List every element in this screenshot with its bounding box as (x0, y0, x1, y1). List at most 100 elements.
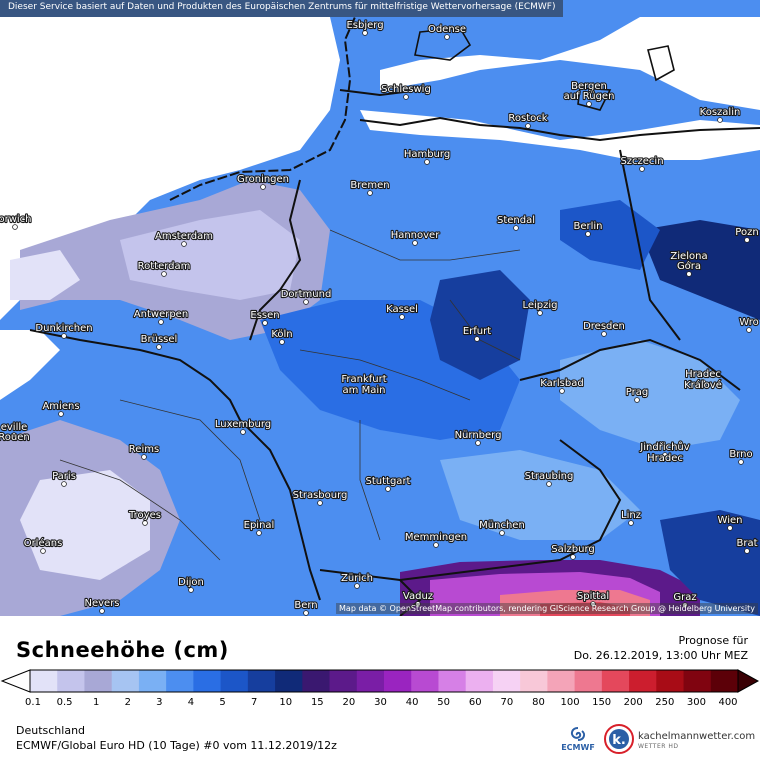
city-label: Epinal (244, 520, 275, 531)
model-run-label: ECMWF/Global Euro HD (10 Tage) #0 vom 11… (16, 739, 337, 752)
scale-swatch (166, 670, 194, 692)
city-label: Zielona (670, 251, 707, 262)
city-marker (686, 261, 692, 267)
city-marker (586, 91, 592, 97)
city-label: Reims (129, 444, 159, 455)
city-marker (256, 530, 262, 536)
czech-light-zone (560, 340, 740, 450)
city-marker (746, 327, 752, 333)
scale-tick-label: 2 (124, 697, 131, 708)
scale-tick-label: 1 (92, 697, 100, 708)
city-marker (546, 481, 552, 487)
city-label: Strasbourg (293, 490, 348, 501)
city-label: Graz (673, 592, 696, 603)
city-label: Dijon (178, 577, 204, 588)
city-label: Bern (294, 600, 317, 611)
city-label: Essen (250, 310, 279, 321)
city-label: am Main (343, 385, 386, 396)
city-marker (634, 397, 640, 403)
city-label: Králové (684, 379, 722, 391)
scale-swatch (384, 670, 412, 692)
border-austria (399, 439, 622, 581)
island-3 (577, 87, 612, 111)
city-marker (744, 548, 750, 554)
scale-tick-label: 0.1 (25, 697, 41, 708)
city-marker (158, 319, 164, 325)
city-marker (260, 184, 266, 190)
city-marker (12, 224, 18, 230)
north-sea-area (0, 17, 340, 320)
border-belgium (29, 329, 241, 421)
city-marker (570, 554, 576, 560)
baltic-sea-area (380, 17, 760, 110)
city-marker (262, 320, 268, 326)
city-label: Erfurt (463, 326, 491, 337)
scale-swatch (656, 670, 685, 692)
legend-panel: Schneehöhe (cm) Prognose für Do. 26.12.2… (0, 616, 760, 760)
city-label: eville (1, 422, 28, 433)
city-label: Dresden (583, 321, 625, 332)
city-marker (58, 411, 64, 417)
city-label: Bergen (571, 81, 607, 92)
scale-tick-label: 3 (156, 697, 163, 708)
city-marker (628, 520, 634, 526)
island-1 (414, 27, 472, 61)
city-label: Straubing (525, 471, 574, 482)
city-marker (354, 583, 360, 589)
region-label: Deutschland (16, 724, 86, 737)
scale-swatch (574, 670, 603, 692)
scale-swatch (30, 670, 58, 692)
state-border-3 (359, 420, 381, 541)
city-marker (61, 481, 67, 487)
city-label: Rostock (508, 113, 547, 124)
east-deep-zone (640, 220, 760, 320)
border-czech (519, 338, 741, 391)
city-label: Dunkirchen (35, 323, 92, 334)
bavaria-light-zone (440, 450, 640, 540)
scale-swatch (438, 670, 467, 692)
city-marker (474, 336, 480, 342)
city-marker (399, 314, 405, 320)
city-label: Rouen (0, 432, 30, 443)
scale-tick-label: 15 (310, 697, 324, 708)
scale-overflow-arrow (737, 669, 760, 693)
city-marker (586, 101, 592, 107)
berlin-moderate-zone (560, 200, 660, 270)
city-marker (700, 379, 706, 385)
city-label: Groningen (237, 174, 289, 185)
scale-swatch (601, 670, 630, 692)
city-label: Brno (729, 449, 752, 460)
city-marker (317, 500, 323, 506)
scale-swatch (629, 670, 657, 692)
city-label: Prag (626, 387, 648, 398)
kachelmann-logo[interactable]: k. kachelmannwetter.com WETTER HD (604, 724, 755, 756)
city-marker (475, 440, 481, 446)
scale-tick-label: 10 (279, 697, 293, 708)
city-label: Zürich (341, 573, 373, 584)
map-attribution[interactable]: Map data © OpenStreetMap contributors, r… (336, 603, 758, 614)
kachelmann-badge-icon: k. (604, 724, 634, 754)
city-marker (367, 190, 373, 196)
city-label: Wien (718, 515, 743, 526)
city-marker (40, 548, 46, 554)
scale-tick-label: 60 (468, 697, 482, 708)
kachelmann-badge-text: k. (612, 733, 626, 748)
city-label: Paris (52, 471, 76, 482)
city-marker (415, 601, 421, 607)
city-marker (424, 159, 430, 165)
island-2 (647, 45, 675, 82)
scale-swatch (683, 670, 712, 692)
city-label: Amiens (42, 401, 79, 412)
ecmwf-swirl-icon (570, 727, 586, 741)
city-label: Köln (271, 329, 292, 340)
netherlands-lighter-zone (120, 210, 300, 300)
city-label: Hannover (391, 230, 441, 241)
scale-outline (29, 669, 739, 693)
scale-swatch (247, 670, 276, 692)
city-label: Brat (736, 538, 757, 549)
city-marker (412, 240, 418, 246)
snow-depth-map[interactable]: Esbjerg Odense Schleswig Bergen auf Rügen Ros… (0, 0, 760, 616)
city-label: Vaduz (403, 591, 433, 602)
city-label: Stuttgart (366, 476, 411, 487)
ecmwf-logo[interactable]: ECMWF (560, 726, 596, 756)
